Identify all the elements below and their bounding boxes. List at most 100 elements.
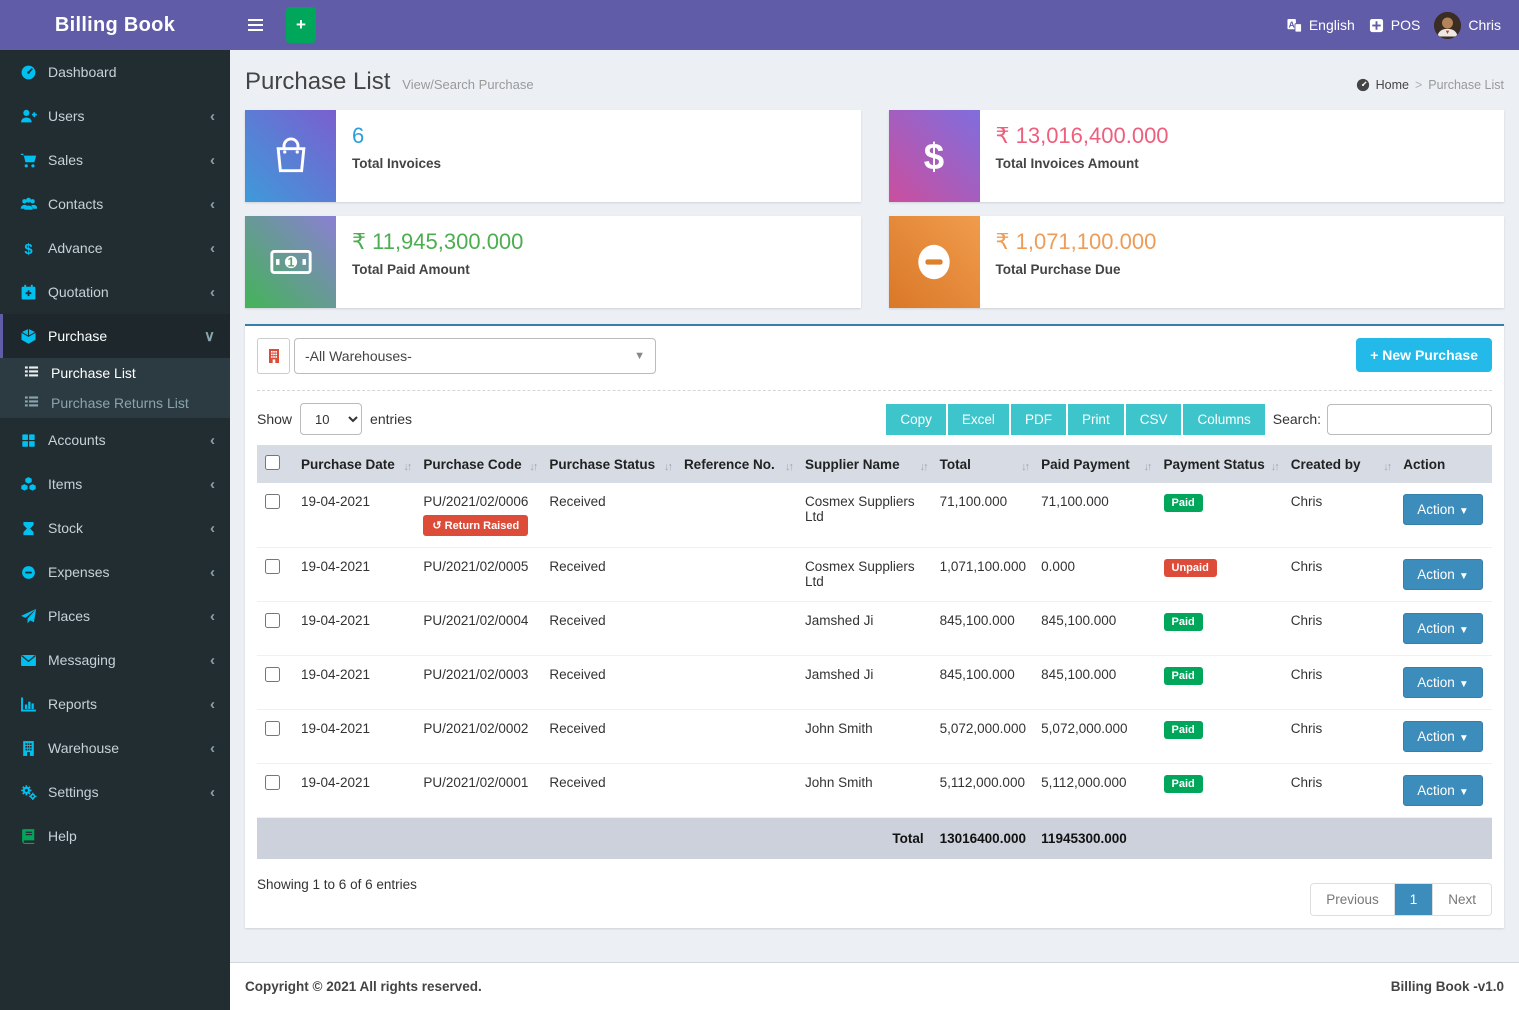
summary-cards: 6 Total Invoices $ ₹ 13,016,400.000 Tota… <box>245 110 1504 308</box>
column-header-purchase-code[interactable]: Purchase Code↓↑ <box>415 445 541 483</box>
row-checkbox[interactable] <box>265 667 280 682</box>
copy-button[interactable]: Copy <box>886 404 946 435</box>
sidebar-item-quotation[interactable]: Quotation‹ <box>0 270 230 314</box>
sidebar-item-purchase[interactable]: Purchase∨ <box>0 314 230 358</box>
column-header-payment-status[interactable]: Payment Status↓↑ <box>1156 445 1283 483</box>
sidebar-item-messaging[interactable]: Messaging‹ <box>0 638 230 682</box>
column-header-total[interactable]: Total↓↑ <box>932 445 1034 483</box>
pdf-button[interactable]: PDF <box>1011 404 1066 435</box>
sidebar-item-warehouse[interactable]: Warehouse‹ <box>0 726 230 770</box>
breadcrumb-home[interactable]: Home <box>1376 78 1409 92</box>
chevron-left-icon: ‹ <box>210 740 215 757</box>
supplier-name: Jamshed Ji <box>805 667 873 682</box>
supplier-name: John Smith <box>805 721 873 736</box>
purchase-status: Received <box>549 775 605 790</box>
column-header-purchase-status[interactable]: Purchase Status↓↑ <box>541 445 676 483</box>
plus-square-icon <box>1369 18 1384 33</box>
row-checkbox[interactable] <box>265 494 280 509</box>
calendar-plus-icon <box>18 284 38 301</box>
csv-button[interactable]: CSV <box>1126 404 1182 435</box>
sidebar-item-contacts[interactable]: Contacts‹ <box>0 182 230 226</box>
sidebar-item-advance[interactable]: $Advance‹ <box>0 226 230 270</box>
quick-add-button[interactable]: + <box>286 7 316 43</box>
user-plus-icon <box>18 108 38 125</box>
list-icon <box>24 394 42 412</box>
list-icon <box>24 364 42 382</box>
page-footer: Copyright © 2021 All rights reserved. Bi… <box>230 962 1519 1010</box>
paid-payment: 5,112,000.000 <box>1041 775 1126 790</box>
column-header-paid-payment[interactable]: Paid Payment↓↑ <box>1033 445 1155 483</box>
copyright-text: Copyright © 2021 All rights reserved. <box>245 979 482 994</box>
action-button[interactable]: Action▼ <box>1403 775 1482 806</box>
print-button[interactable]: Print <box>1068 404 1124 435</box>
excel-button[interactable]: Excel <box>948 404 1009 435</box>
grand-total: 13016400.000 <box>940 831 1026 846</box>
table-row: 19-04-2021PU/2021/02/0001ReceivedJohn Sm… <box>257 764 1492 818</box>
total-invoices-amount-value: ₹ 13,016,400.000 <box>996 123 1169 149</box>
search-input[interactable] <box>1327 404 1492 435</box>
column-header-reference-no-[interactable]: Reference No.↓↑ <box>676 445 797 483</box>
page-size-select[interactable]: 10 <box>300 403 362 435</box>
sidebar-item-expenses[interactable]: Expenses‹ <box>0 550 230 594</box>
sidebar-item-dashboard[interactable]: Dashboard <box>0 50 230 94</box>
sidebar-item-label: Expenses <box>48 564 200 580</box>
purchase-date: 19-04-2021 <box>301 721 370 736</box>
sidebar-item-sales[interactable]: Sales‹ <box>0 138 230 182</box>
sidebar-item-items[interactable]: Items‹ <box>0 462 230 506</box>
page-1-button[interactable]: 1 <box>1395 884 1434 915</box>
column-header-supplier-name[interactable]: Supplier Name↓↑ <box>797 445 932 483</box>
sort-icon: ↓↑ <box>529 461 536 473</box>
sort-icon: ↓↑ <box>785 461 792 473</box>
breadcrumb-current: Purchase List <box>1428 78 1504 92</box>
sidebar-item-label: Messaging <box>48 652 200 668</box>
sidebar-item-stock[interactable]: Stock‹ <box>0 506 230 550</box>
chevron-left-icon: ‹ <box>210 284 215 301</box>
gears-icon <box>18 784 38 801</box>
sidebar-item-label: Dashboard <box>48 64 215 80</box>
total-paid-amount-label: Total Paid Amount <box>352 262 523 277</box>
select-all-checkbox[interactable] <box>265 455 280 470</box>
action-button[interactable]: Action▼ <box>1403 721 1482 752</box>
sidebar-item-help[interactable]: Help <box>0 814 230 858</box>
app-logo[interactable]: Billing Book <box>0 0 230 50</box>
row-checkbox[interactable] <box>265 613 280 628</box>
sidebar-item-accounts[interactable]: Accounts‹ <box>0 418 230 462</box>
sidebar-item-purchase-list[interactable]: Purchase List <box>0 358 230 388</box>
purchase-status: Received <box>549 667 605 682</box>
column-header-created-by[interactable]: Created by↓↑ <box>1283 445 1396 483</box>
sidebar-item-label: Purchase List <box>51 365 136 381</box>
action-button[interactable]: Action▼ <box>1403 613 1482 644</box>
sidebar-item-places[interactable]: Places‹ <box>0 594 230 638</box>
new-purchase-button[interactable]: + New Purchase <box>1356 338 1492 372</box>
sidebar-item-users[interactable]: Users‹ <box>0 94 230 138</box>
show-label: Show <box>257 411 292 427</box>
warehouse-select[interactable]: -All Warehouses- ▼ <box>294 338 656 374</box>
purchase-date: 19-04-2021 <box>301 667 370 682</box>
return-raised-badge: ↺ Return Raised <box>423 515 528 536</box>
pos-button[interactable]: POS <box>1369 17 1421 33</box>
dashboard-icon <box>18 64 38 81</box>
created-by: Chris <box>1291 613 1323 628</box>
column-header-purchase-date[interactable]: Purchase Date↓↑ <box>293 445 415 483</box>
row-checkbox[interactable] <box>265 721 280 736</box>
action-button[interactable]: Action▼ <box>1403 494 1482 525</box>
row-checkbox[interactable] <box>265 775 280 790</box>
sidebar-item-purchase-returns-list[interactable]: Purchase Returns List <box>0 388 230 418</box>
created-by: Chris <box>1291 721 1323 736</box>
action-button[interactable]: Action▼ <box>1403 559 1482 590</box>
language-icon: A <box>1287 18 1302 33</box>
previous-page-button[interactable]: Previous <box>1311 884 1395 915</box>
total-amount: 845,100.000 <box>940 667 1015 682</box>
columns-button[interactable]: Columns <box>1183 404 1264 435</box>
sidebar-item-label: Settings <box>48 784 200 800</box>
sidebar-item-reports[interactable]: Reports‹ <box>0 682 230 726</box>
next-page-button[interactable]: Next <box>1433 884 1491 915</box>
action-button[interactable]: Action▼ <box>1403 667 1482 698</box>
purchase-code: PU/2021/02/0006 <box>423 494 528 509</box>
column-header-action[interactable]: Action <box>1395 445 1492 483</box>
user-menu[interactable]: Chris <box>1434 12 1501 39</box>
language-menu[interactable]: A English <box>1287 17 1355 33</box>
sidebar-item-settings[interactable]: Settings‹ <box>0 770 230 814</box>
sidebar-toggle-icon[interactable] <box>238 0 272 50</box>
row-checkbox[interactable] <box>265 559 280 574</box>
